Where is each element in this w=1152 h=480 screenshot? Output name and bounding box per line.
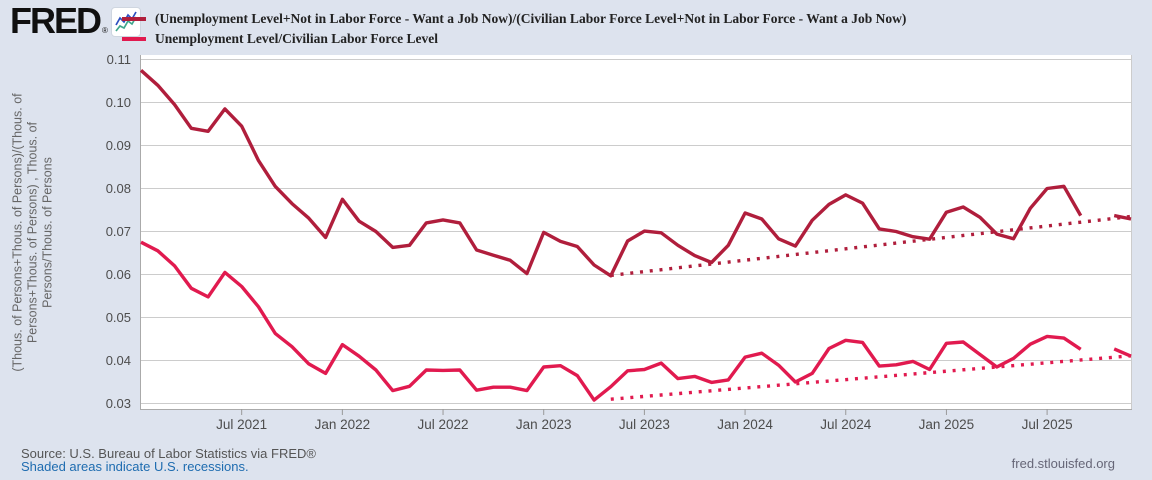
x-tick-label: Jan 2023 <box>516 417 572 432</box>
legend: (Unemployment Level+Not in Labor Force -… <box>122 9 906 49</box>
legend-item-2: Unemployment Level/Civilian Labor Force … <box>122 29 906 49</box>
y-tick-label: 0.08 <box>106 181 131 196</box>
series-solid-line <box>1113 347 1132 358</box>
y-tick-label: 0.06 <box>106 267 131 282</box>
legend-swatch-1 <box>122 17 146 21</box>
y-axis-title: (Thous. of Persons+Thous. of Persons)/(T… <box>10 93 55 372</box>
y-tick-label: 0.11 <box>107 52 131 67</box>
x-tick-label: Jan 2024 <box>717 417 773 432</box>
series-solid-line <box>140 240 1082 402</box>
y-tick-label: 0.10 <box>106 95 131 110</box>
x-tick-label: Jan 2022 <box>315 417 371 432</box>
legend-label-1: (Unemployment Level+Not in Labor Force -… <box>155 11 907 26</box>
y-tick-label: 0.09 <box>106 138 131 153</box>
legend-swatch-2 <box>122 37 146 41</box>
x-tick-label: Jul 2025 <box>1022 417 1073 432</box>
fred-logo[interactable]: FRED ® <box>10 0 141 41</box>
site-url: fred.stlouisfed.org <box>1011 456 1115 471</box>
recession-note-link[interactable]: Shaded areas indicate U.S. recessions. <box>21 459 249 474</box>
x-tick-label: Jul 2023 <box>619 417 670 432</box>
fred-logo-text: FRED <box>10 0 102 41</box>
x-tick-label: Jan 2025 <box>919 417 975 432</box>
legend-label-2: Unemployment Level/Civilian Labor Force … <box>155 31 438 46</box>
x-tick-label: Jul 2024 <box>820 417 872 432</box>
y-tick-label: 0.05 <box>106 310 131 325</box>
y-tick-label: 0.07 <box>106 224 131 239</box>
source-note: Source: U.S. Bureau of Labor Statistics … <box>21 446 316 461</box>
legend-item-1: (Unemployment Level+Not in Labor Force -… <box>122 9 906 29</box>
y-tick-label: 0.04 <box>106 353 131 368</box>
registered-mark: ® <box>102 26 108 35</box>
x-tick-label: Jul 2022 <box>418 417 469 432</box>
x-tick-label: Jul 2021 <box>216 417 267 432</box>
y-tick-label: 0.03 <box>106 396 131 411</box>
